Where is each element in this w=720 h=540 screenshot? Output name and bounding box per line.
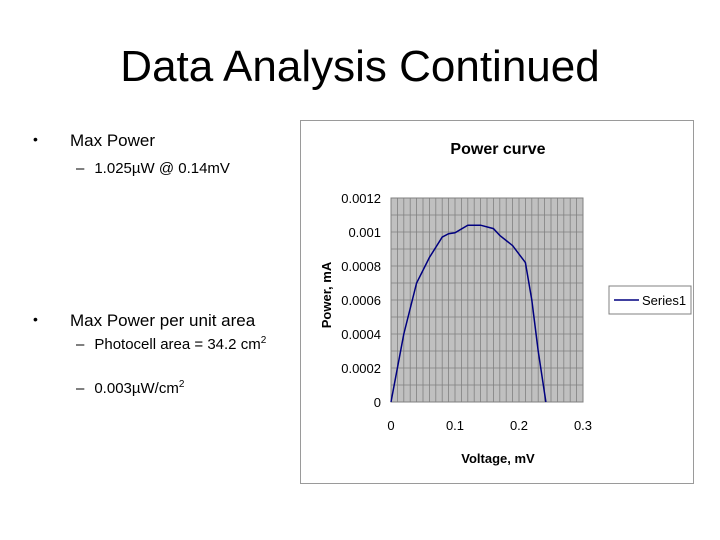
y-tick-label: 0.0012 — [341, 191, 381, 206]
x-axis-label: Voltage, mV — [461, 451, 535, 466]
bullet-text: Max Power per unit area — [70, 311, 256, 330]
sub-bullet-text: 1.025µW @ 0.14mV — [94, 160, 230, 177]
y-tick-label: 0.001 — [348, 225, 381, 240]
bullet-dot: • — [33, 311, 38, 327]
y-axis-label: Power, mA — [319, 261, 334, 328]
x-tick-label: 0.2 — [510, 418, 528, 433]
bullet-dot: • — [33, 131, 38, 147]
x-axis-ticks: 0 0.1 0.2 0.3 — [387, 418, 592, 433]
slide-title: Data Analysis Continued — [120, 42, 600, 91]
y-tick-label: 0.0004 — [341, 327, 381, 342]
x-tick-label: 0.1 — [446, 418, 464, 433]
x-tick-label: 0 — [387, 418, 394, 433]
series-line — [390, 224, 547, 403]
sub-bullet-max-power-value: –1.025µW @ 0.14mV — [76, 160, 230, 177]
bullet-text: Max Power — [70, 131, 156, 150]
y-tick-label: 0.0002 — [341, 361, 381, 376]
power-curve-chart: Power curve 0 0.0002 0.0004 0.0006 0.0008 0.0… — [319, 141, 692, 466]
bullet-max-power-per-area: • Max Power per unit area — [33, 311, 256, 331]
y-tick-label: 0.0008 — [341, 259, 381, 274]
x-tick-label: 0.3 — [574, 418, 592, 433]
superscript: 2 — [260, 335, 267, 346]
legend-label: Series1 — [642, 293, 686, 308]
y-axis-ticks: 0 0.0002 0.0004 0.0006 0.0008 0.001 0.0012 — [341, 191, 381, 410]
y-tick-label: 0 — [374, 395, 381, 410]
chart-title: Power curve — [450, 141, 545, 158]
legend: Series1 — [608, 285, 692, 315]
sub-bullet-photocell-area: – Photocell area = 34.2 cm2 — [76, 335, 267, 354]
sub-bullet-text: 0.003µW/cm — [94, 380, 179, 397]
chart-frame: Power curve 0 0.0002 0.0004 0.0006 0.0008 0.0… — [300, 120, 694, 484]
y-tick-label: 0.0006 — [341, 293, 381, 308]
bullet-max-power: • Max Power — [33, 131, 156, 151]
sub-bullet-text: Photocell area = 34.2 cm — [94, 336, 261, 353]
sub-bullet-power-density: –0.003µW/cm2 — [76, 379, 185, 398]
series-lines — [390, 224, 547, 403]
superscript: 2 — [178, 379, 185, 390]
